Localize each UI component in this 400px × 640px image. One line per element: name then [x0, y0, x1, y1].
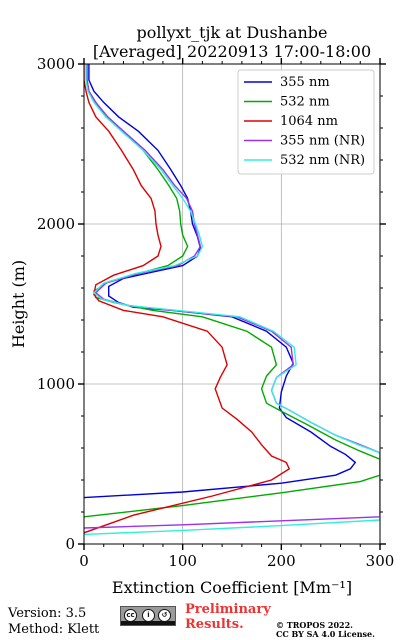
chart-title-line1: pollyxt_tjk at Dushanbe	[136, 23, 327, 42]
legend-label-5: 532 nm (NR)	[280, 153, 365, 168]
y-tick-label: 0	[65, 535, 75, 553]
y-tick-label: 3000	[37, 55, 75, 73]
x-tick-label: 100	[168, 552, 197, 570]
x-tick-label: 0	[79, 552, 89, 570]
legend-label-4: 355 nm (NR)	[280, 134, 365, 149]
series-line-3	[84, 64, 291, 534]
legend-label-3: 1064 nm	[280, 114, 338, 129]
series-lines	[84, 64, 380, 536]
preliminary-label-line1: Preliminary	[185, 602, 271, 617]
method-label: Method: Klett	[8, 622, 100, 637]
legend-box	[237, 69, 375, 175]
legend: 355 nm 532 nm 1064 nm 355 nm (NR) 532 nm (NR…	[237, 69, 375, 175]
preliminary-label-line2: Results.	[185, 617, 244, 632]
legend-label-1: 355 nm	[280, 75, 330, 90]
x-axis-label: Extinction Coefficient [Mm⁻¹]	[112, 578, 352, 597]
axis-ticks: 0 1000 2000 3000 0 100 200 300	[37, 55, 395, 570]
y-tick-label: 2000	[37, 215, 75, 233]
y-axis-label: Height (m)	[9, 260, 28, 348]
plot-frame	[83, 63, 381, 545]
x-tick-label: 200	[267, 552, 296, 570]
copyright-line2: CC BY SA 4.0 License.	[276, 629, 375, 639]
chart-title-line2: [Averaged] 20220913 17:00-18:00	[93, 42, 371, 61]
series-line-1	[84, 64, 357, 499]
extinction-profile-chart: 0 1000 2000 3000 0 100 200 300 pollyxt_tjk at D…	[9, 23, 395, 597]
y-tick-label: 1000	[37, 375, 75, 393]
series-line-5	[84, 64, 380, 536]
version-label: Version: 3.5	[8, 606, 87, 621]
cc-by-sa-badge-icon: cc i ↺	[120, 606, 176, 626]
copyright-line1: © TROPOS 2022.	[276, 620, 353, 630]
legend-label-2: 532 nm	[280, 95, 330, 110]
x-tick-label: 300	[366, 552, 395, 570]
